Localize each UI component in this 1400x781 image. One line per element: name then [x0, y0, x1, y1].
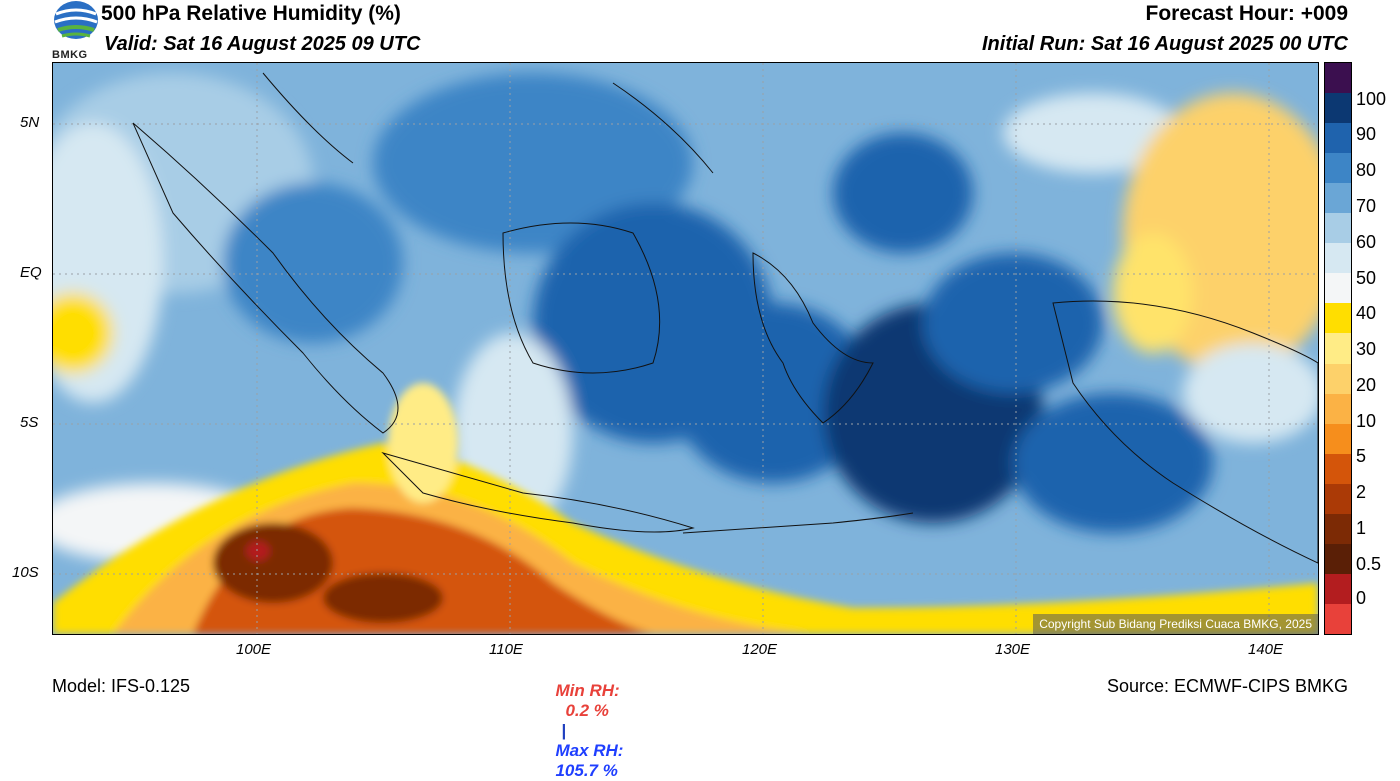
colorbar-label: 10 [1356, 411, 1377, 431]
colorbar-label: 70 [1356, 196, 1377, 216]
valid-time: Valid: Sat 16 August 2025 09 UTC [104, 33, 421, 55]
colorbar-swatch [1325, 243, 1351, 274]
colorbar-swatch [1325, 333, 1351, 365]
colorbar-swatch [1325, 213, 1351, 244]
colorbar-swatch [1325, 363, 1351, 395]
colorbar [1324, 62, 1352, 635]
humidity-field [53, 63, 1318, 634]
min-rh-value: 0.2 % [565, 701, 609, 720]
colorbar-swatch [1325, 603, 1351, 635]
lat-tick-5n: 5N [20, 114, 40, 131]
coastlines [132, 72, 1318, 564]
lon-tick-110e: 110E [489, 641, 523, 658]
source-label: Source: ECMWF-CIPS BMKG [1106, 676, 1348, 696]
colorbar-label: 1 [1356, 518, 1367, 538]
colorbar-swatch [1325, 453, 1351, 485]
forecast-hour: Forecast Hour: +009 [1145, 2, 1349, 25]
copyright-notice: Copyright Sub Bidang Prediksi Cuaca BMKG… [1033, 614, 1318, 634]
colorbar-swatch [1325, 183, 1351, 214]
bmkg-logo: BMKG [52, 0, 100, 61]
colorbar-label: 30 [1356, 339, 1377, 359]
colorbar-swatch [1325, 393, 1351, 425]
colorbar-swatch [1325, 423, 1351, 455]
colorbar-label: 100 [1356, 89, 1387, 109]
colorbar-swatch [1325, 93, 1351, 124]
rh-stats: Min RH: 0.2 % | Max RH: 105.7 % [546, 661, 623, 781]
colorbar-label: 0.5 [1356, 554, 1382, 574]
stats-separator: | [561, 721, 567, 740]
lon-tick-130e: 130E [995, 641, 1031, 658]
colorbar-swatch [1325, 153, 1351, 184]
lat-tick-5s: 5S [20, 414, 39, 431]
initial-run: Initial Run: Sat 16 August 2025 00 UTC [981, 33, 1348, 55]
colorbar-label: 2 [1356, 482, 1367, 502]
lat-tick-10s: 10S [12, 564, 39, 581]
chart-title: 500 hPa Relative Humidity (%) [101, 2, 401, 25]
colorbar-label: 0 [1356, 588, 1367, 608]
map-panel: Copyright Sub Bidang Prediksi Cuaca BMKG… [52, 62, 1319, 635]
colorbar-label: 50 [1356, 268, 1377, 288]
lat-tick-eq: EQ [20, 264, 42, 281]
colorbar-swatch [1325, 273, 1351, 304]
colorbar-labels: 100 90 80 70 60 50 40 30 20 10 5 2 1 0.5… [1356, 62, 1396, 633]
colorbar-label: 20 [1356, 375, 1377, 395]
lon-tick-120e: 120E [742, 641, 778, 658]
max-rh-label: Max RH: [555, 741, 624, 760]
colorbar-swatch [1325, 543, 1351, 575]
lon-tick-100e: 100E [236, 641, 272, 658]
min-rh-label: Min RH: [555, 681, 620, 700]
colorbar-label: 40 [1356, 303, 1377, 323]
colorbar-label: 80 [1356, 160, 1377, 180]
bmkg-logo-icon [54, 1, 98, 39]
colorbar-swatch [1325, 483, 1351, 515]
colorbar-swatch [1325, 63, 1351, 94]
max-rh-value: 105.7 % [555, 761, 618, 780]
colorbar-label: 90 [1356, 124, 1377, 144]
logo-text: BMKG [52, 49, 88, 61]
colorbar-swatch [1325, 303, 1351, 334]
colorbar-swatch [1325, 513, 1351, 545]
colorbar-swatch [1325, 123, 1351, 154]
lon-tick-140e: 140E [1248, 641, 1284, 658]
colorbar-label: 5 [1356, 446, 1367, 466]
model-label: Model: IFS-0.125 [52, 676, 191, 696]
colorbar-label: 60 [1356, 232, 1377, 252]
colorbar-swatch [1325, 573, 1351, 605]
